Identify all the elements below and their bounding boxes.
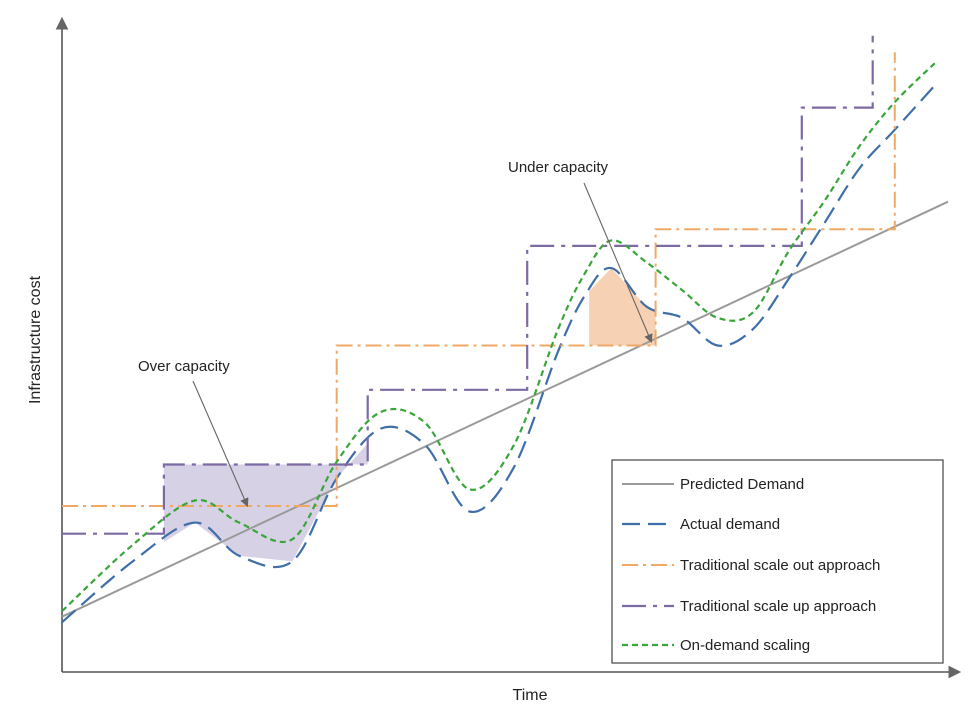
y-axis-label: Infrastructure cost [27, 275, 44, 404]
annotation-over-capacity: Over capacity [138, 358, 230, 375]
series-on-demand [61, 62, 936, 612]
legend-label-scale-out: Traditional scale out approach [680, 557, 880, 574]
under-capacity-region [589, 268, 656, 346]
annotation-under-capacity: Under capacity [508, 159, 609, 176]
series-actual-demand [61, 84, 936, 624]
over-capacity-region [163, 443, 368, 562]
legend-box [611, 459, 944, 664]
x-axis-label: Time [513, 687, 548, 704]
series-predicted-demand [61, 200, 949, 618]
legend-label-actual-demand: Actual demand [680, 516, 780, 533]
legend-label-on-demand: On-demand scaling [680, 637, 810, 654]
annotation-arrow-over [192, 380, 249, 508]
annotation-arrow-under [583, 182, 653, 344]
legend-label-predicted-demand: Predicted Demand [680, 476, 804, 493]
legend: Predicted Demand Actual demand Tradition… [611, 459, 944, 664]
series-scale-up [62, 35, 874, 535]
legend-label-scale-up: Traditional scale up approach [680, 598, 876, 615]
series-scale-out [62, 52, 896, 507]
